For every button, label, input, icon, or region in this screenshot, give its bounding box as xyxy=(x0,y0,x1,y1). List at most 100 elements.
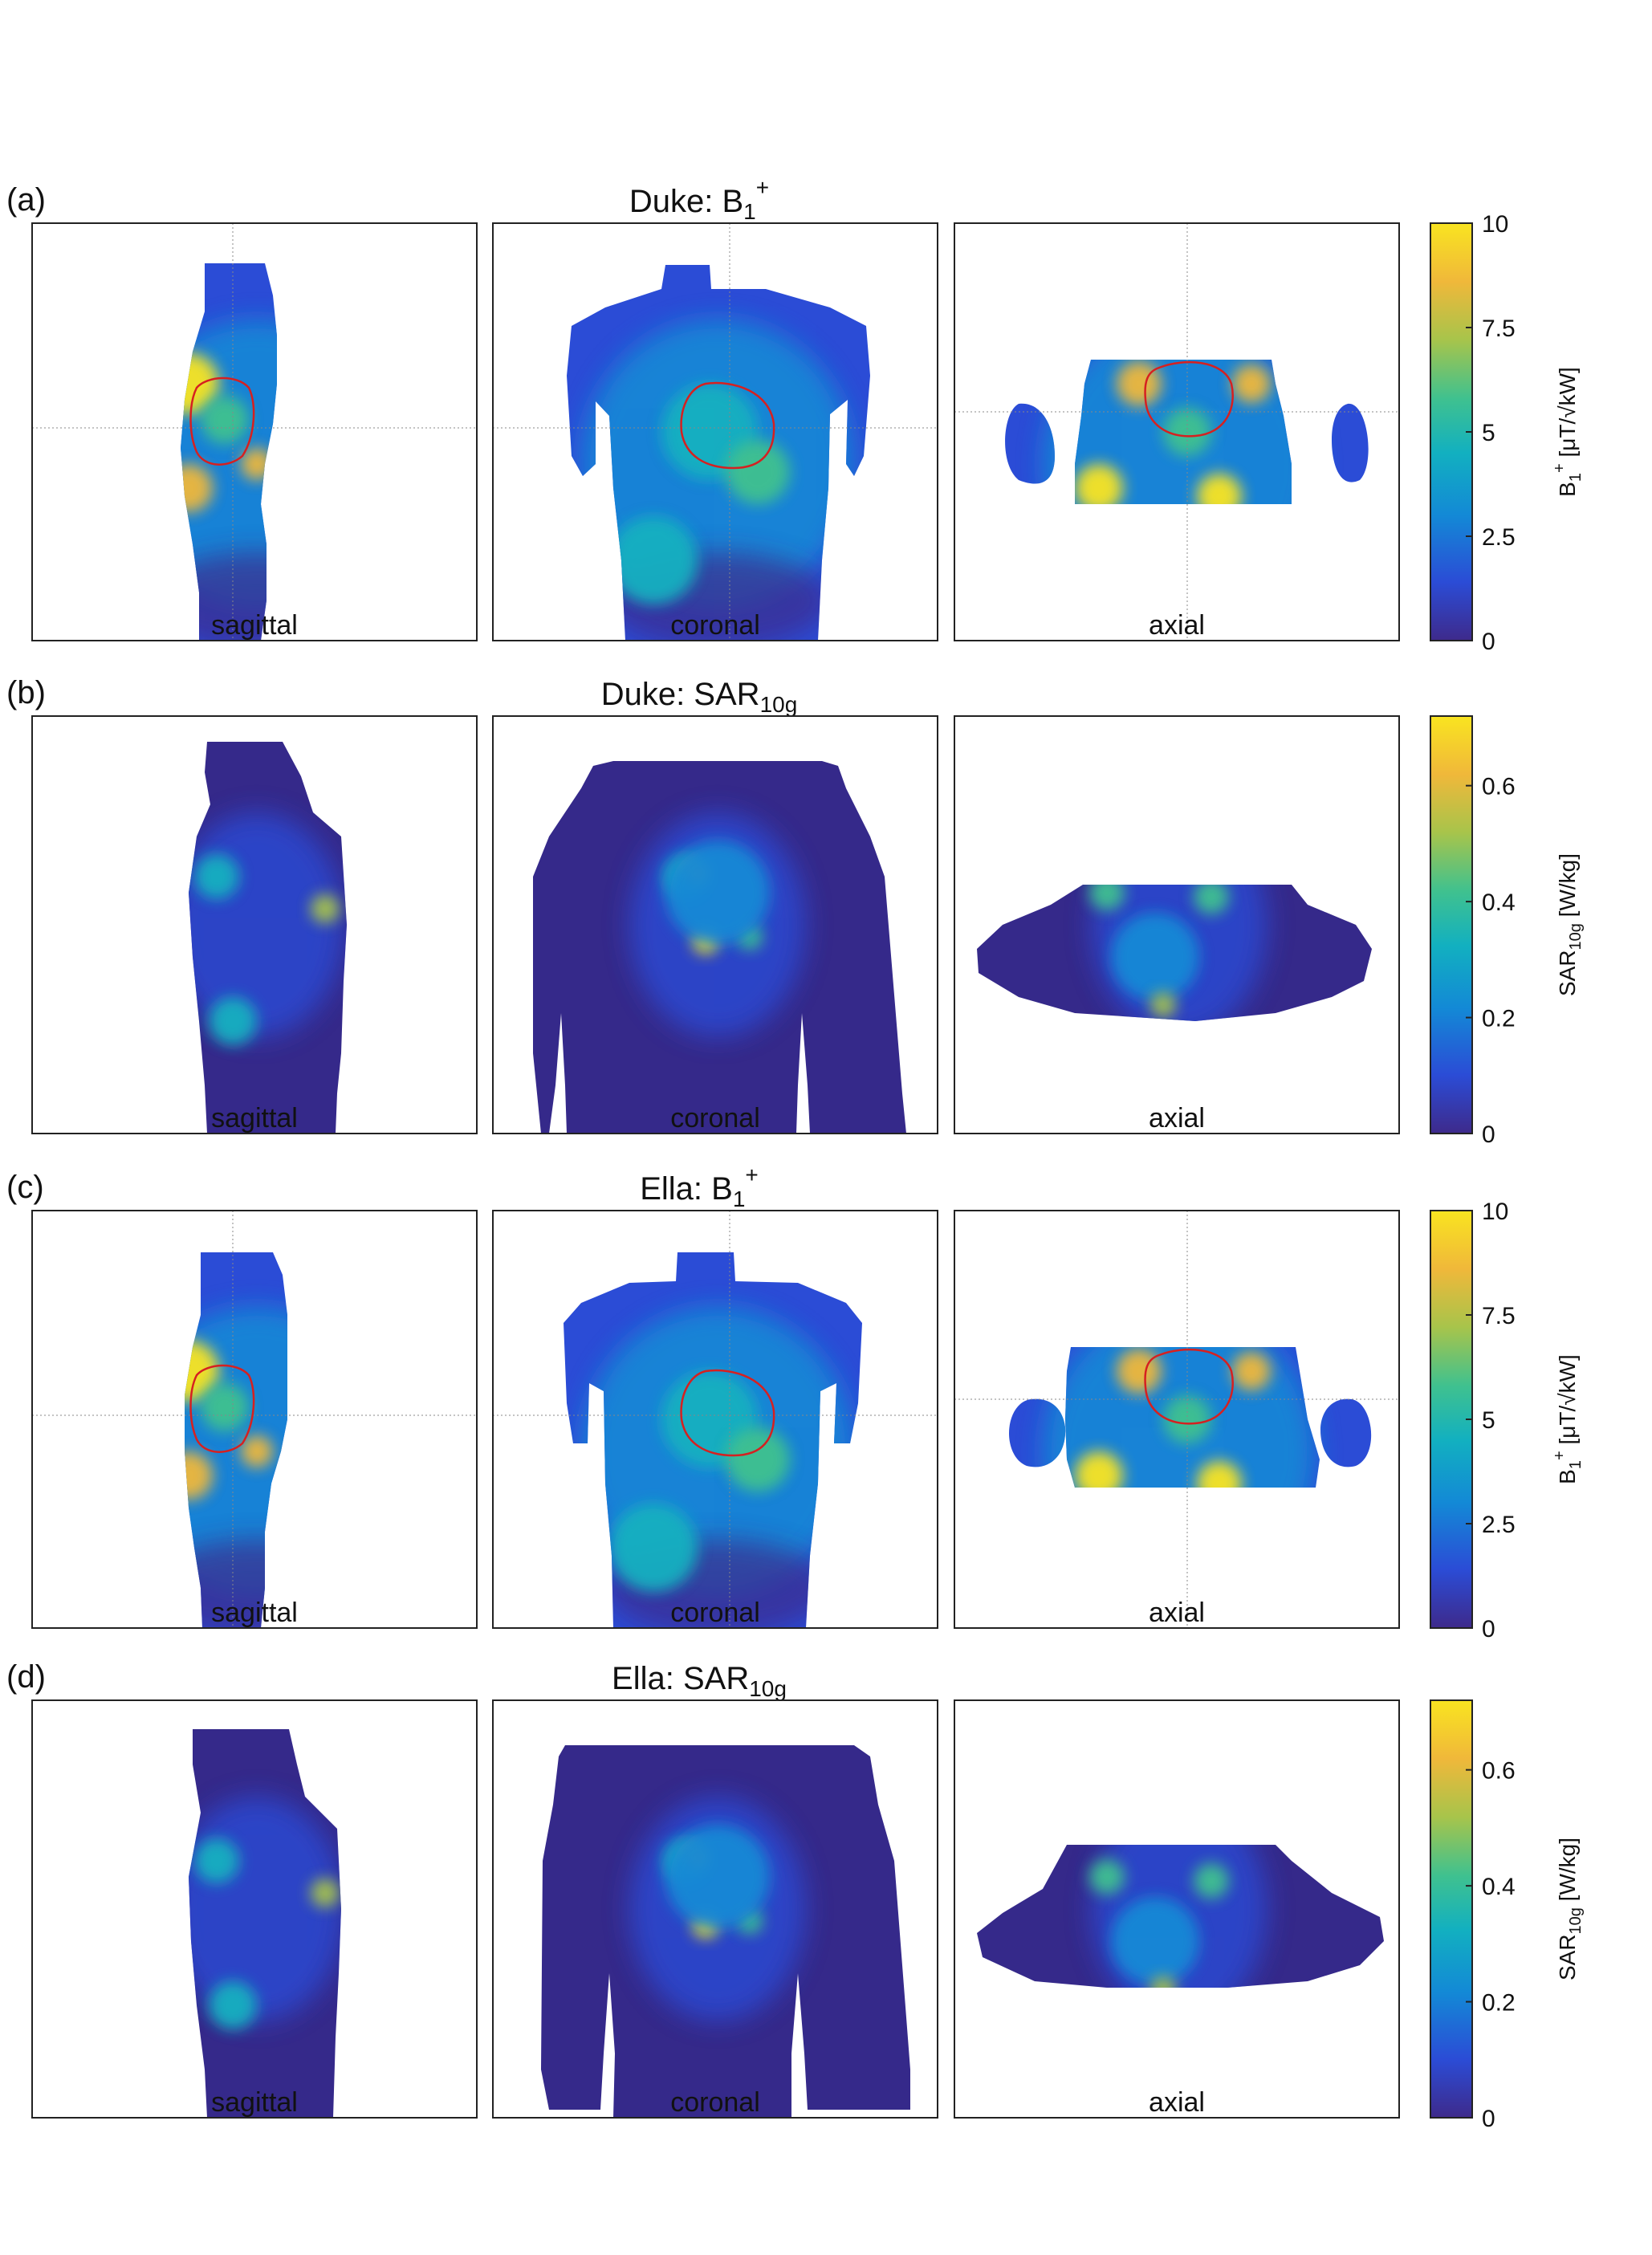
hotspot xyxy=(1197,474,1242,504)
hotspot xyxy=(665,1825,770,1929)
colorbar-label-sub: 1 xyxy=(1567,1460,1585,1469)
view-panel-axial: axial xyxy=(954,715,1400,1134)
colorbar-tick-label: 0.6 xyxy=(1482,1758,1516,1785)
colorbar-tick-label: 7.5 xyxy=(1482,315,1516,342)
panel-frame xyxy=(492,715,938,1134)
row-title-sub: 10g xyxy=(749,1676,787,1701)
heart-contour xyxy=(189,1364,255,1453)
view-label: sagittal xyxy=(211,2087,298,2118)
field-map xyxy=(189,1797,341,2029)
panel-frame xyxy=(31,1210,478,1629)
hotspot xyxy=(1111,1897,1199,1985)
heart-contour xyxy=(680,381,775,470)
row-label: (b) xyxy=(6,675,46,710)
colorbar: 10 7.5 5 2.5 0 B1+ [μT/√kW] xyxy=(1430,211,1585,655)
panel-frame xyxy=(954,715,1400,1134)
view-panel-sagittal: sagittal xyxy=(31,715,478,1134)
colorbar-label-main: B xyxy=(1555,1469,1580,1484)
colorbar-label-sub: 10g xyxy=(1567,1907,1585,1934)
row-label: (a) xyxy=(6,182,46,218)
colorbar-label-sup: + xyxy=(1551,463,1569,473)
hotspot xyxy=(1117,1349,1162,1394)
hotspot xyxy=(726,440,790,504)
colorbar-label-sub: 1 xyxy=(1567,473,1585,482)
hotspot xyxy=(1075,464,1123,504)
hotspot xyxy=(1232,1352,1271,1390)
colorbar: 10 7.5 5 2.5 0 B1+ [μT/√kW] xyxy=(1430,1199,1585,1642)
panel-frame xyxy=(492,1699,938,2119)
panel-frame xyxy=(31,222,478,641)
field-map xyxy=(581,320,854,641)
hotspot xyxy=(185,1341,219,1402)
view-label: axial xyxy=(1149,1598,1205,1628)
colorbar-tick-label: 2.5 xyxy=(1482,524,1516,551)
colorbar-tick-label: 0 xyxy=(1482,629,1495,655)
hotspot xyxy=(201,396,249,444)
colorbar-label-unit: [μT/√kW] xyxy=(1555,367,1580,463)
field-map xyxy=(629,812,806,1037)
colorbar-gradient xyxy=(1430,222,1473,641)
hotspot xyxy=(201,1383,249,1431)
view-label: sagittal xyxy=(211,1598,298,1628)
colorbar-label-main: SAR xyxy=(1555,950,1580,996)
colorbar-label-main: SAR xyxy=(1555,1934,1580,1980)
row-title: Ella: SAR10g xyxy=(612,1661,787,1701)
view-panel-coronal: coronal xyxy=(492,715,938,1134)
row-title-main: Duke: SAR xyxy=(601,677,760,712)
colorbar-label-unit: [W/kg] xyxy=(1555,1838,1580,1907)
colorbar-tick-label: 2.5 xyxy=(1482,1512,1516,1538)
view-panel-sagittal: sagittal xyxy=(31,222,478,641)
colorbar-label-sup: + xyxy=(1551,1451,1569,1460)
colorbar-tick-label: 0.2 xyxy=(1482,1990,1516,2017)
view-panel-coronal: coronal xyxy=(492,222,938,641)
view-panel-coronal: coronal xyxy=(492,1210,938,1629)
view-label: axial xyxy=(1149,2087,1205,2118)
field-map xyxy=(1043,360,1316,504)
row-title-main: Ella: SAR xyxy=(612,1661,749,1696)
field-map xyxy=(1089,1845,1267,1988)
view-panel-axial: axial xyxy=(954,1699,1400,2119)
row-title: Duke: B1+ xyxy=(629,175,769,224)
field-map xyxy=(629,1797,806,2021)
hotspot xyxy=(1150,1976,1176,1988)
hotspot xyxy=(1111,913,1199,1001)
hotspot xyxy=(1117,361,1162,406)
colorbar-tick-label: 7.5 xyxy=(1482,1303,1516,1329)
hotspot xyxy=(181,464,213,512)
hotspot xyxy=(1194,885,1229,914)
colorbar-label: SAR10g [W/kg] xyxy=(1555,1838,1585,1980)
panel-frame xyxy=(954,1699,1400,2119)
hotspot xyxy=(209,1981,257,2029)
panel-frame xyxy=(31,715,478,1134)
colorbar-label: B1+ [μT/√kW] xyxy=(1551,367,1585,497)
colorbar-tick-label: 5 xyxy=(1482,1407,1495,1434)
hotspot xyxy=(311,1878,340,1907)
row-title-sup: + xyxy=(756,175,769,200)
colorbar-tick-label: 0.4 xyxy=(1482,889,1516,916)
view-label: sagittal xyxy=(211,1103,298,1134)
colorbar-gradient xyxy=(1430,1699,1473,2119)
heart-contour xyxy=(680,1369,775,1457)
hotspot xyxy=(609,1504,698,1592)
field-map xyxy=(1089,885,1267,1021)
colorbar-label: B1+ [μT/√kW] xyxy=(1551,1354,1585,1484)
colorbar-tick-label: 5 xyxy=(1482,420,1495,446)
colorbar: 0.6 0.4 0.2 0 SAR10g [W/kg] xyxy=(1430,715,1585,1148)
hotspot xyxy=(311,894,340,923)
hotspot xyxy=(1150,992,1176,1018)
hotspot xyxy=(1089,1859,1125,1895)
colorbar-label: SAR10g [W/kg] xyxy=(1555,853,1585,996)
row-label: (c) xyxy=(6,1170,44,1205)
view-label: coronal xyxy=(670,610,760,641)
row-label: (d) xyxy=(6,1659,46,1695)
view-panel-axial: axial xyxy=(954,1210,1400,1629)
heart-contour xyxy=(1144,1348,1234,1425)
view-label: coronal xyxy=(670,1598,760,1628)
hotspot xyxy=(1197,1461,1242,1488)
colorbar-tick-label: 0.4 xyxy=(1482,1874,1516,1900)
hotspot xyxy=(1194,1863,1229,1899)
panel-frame xyxy=(954,222,1400,641)
colorbar-tick-label: 0.6 xyxy=(1482,774,1516,800)
hotspot xyxy=(241,1435,273,1467)
